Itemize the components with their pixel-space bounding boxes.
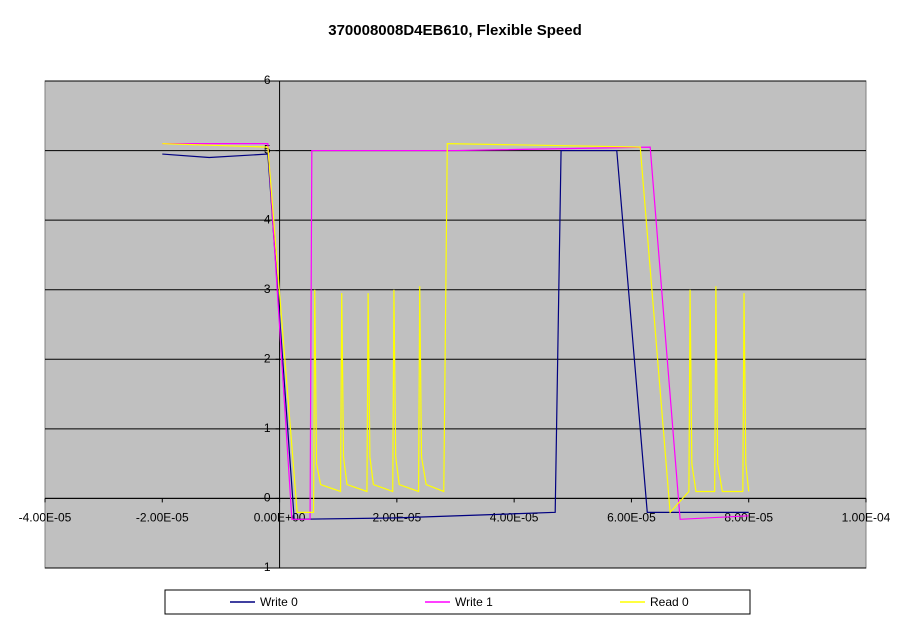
x-tick-label: 1.00E-04: [842, 511, 891, 525]
legend-label: Write 1: [455, 595, 493, 609]
x-tick-label: 6.00E-05: [607, 511, 656, 525]
y-tick-label: -1: [260, 560, 271, 574]
y-tick-label: 1: [264, 421, 271, 435]
legend-label: Write 0: [260, 595, 298, 609]
legend-label: Read 0: [650, 595, 689, 609]
y-tick-label: 3: [264, 282, 271, 296]
y-tick-label: 4: [264, 212, 271, 226]
plot-area: [44, 80, 867, 569]
series-line: [162, 142, 750, 514]
x-tick-label: -2.00E-05: [136, 511, 189, 525]
legend: [164, 589, 751, 615]
y-tick-label: 0: [264, 491, 271, 505]
series-line: [162, 143, 749, 520]
y-tick-label: 5: [264, 143, 271, 157]
x-tick-label: 8.00E-05: [724, 511, 773, 525]
y-tick-label: 6: [264, 73, 271, 87]
y-tick-label: 2: [264, 351, 271, 365]
x-tick-label: -4.00E-05: [19, 511, 72, 525]
series-line: [162, 149, 749, 520]
chart-title: 370008008D4EB610, Flexible Speed: [328, 22, 582, 39]
